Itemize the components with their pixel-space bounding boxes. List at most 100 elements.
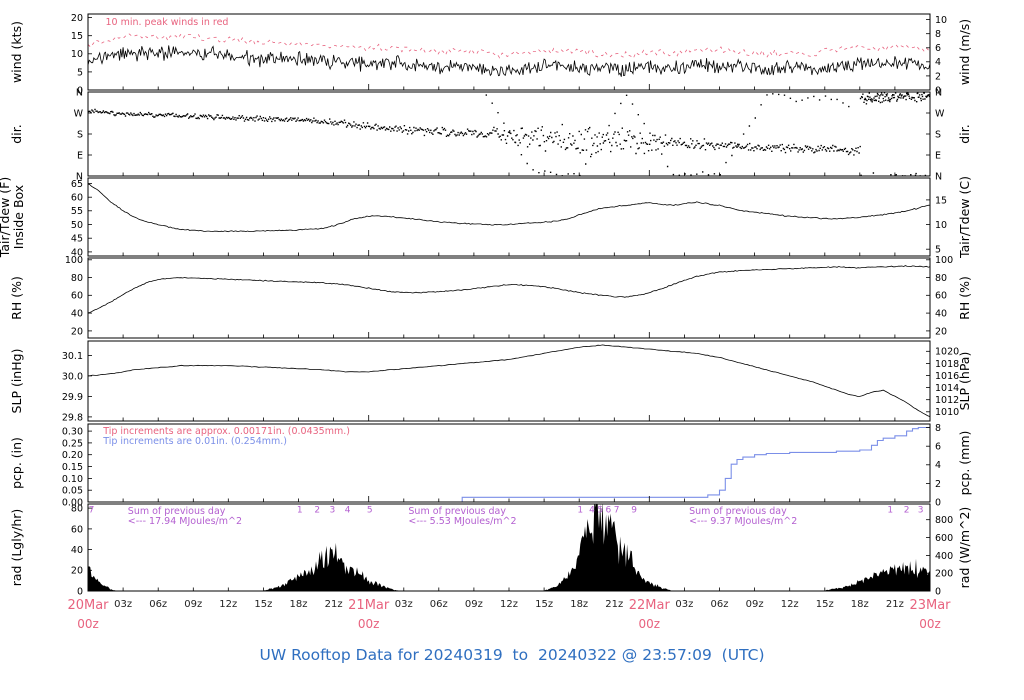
series-dir-direction-outliers (485, 93, 850, 176)
top-marker: 3 (918, 506, 924, 516)
ylabel-left-rh-0: RH (%) (9, 276, 24, 320)
y-tick-label-left: 0 (77, 85, 83, 96)
y-tick-label-left: 0.05 (62, 486, 83, 497)
ylabel-left-dir-0: dir. (9, 124, 24, 143)
y-tick-label-left: 0.10 (62, 474, 83, 485)
y-tick-label-right: S (935, 129, 941, 140)
y-tick-label-right: E (935, 150, 941, 161)
x-ticks-temp (87, 250, 931, 256)
top-marker: 9 (631, 506, 637, 516)
panel-pcp: 0.000.050.100.150.200.250.30 0 2 4 6 8 pcp. (i… (9, 423, 972, 509)
series-group-wind (88, 33, 930, 77)
y-tick-label-left: N (76, 171, 83, 182)
top-marker: 1 (297, 506, 303, 516)
annotation-wind-0-line0: 10 min. peak winds in red (106, 17, 229, 28)
panel-wind: 0 5 10 15 20 0 2 4 6 8 10 wind (kts) wind (m/s) 10 mi… (9, 13, 972, 96)
x-ticks-rad (87, 585, 931, 591)
x-minor-label: 15z (254, 599, 272, 610)
annotation-rad-2-line0: Sum of previous day (689, 506, 787, 517)
annotation-rad-2-line1: <--- 9.37 MJoules/m^2 (689, 516, 797, 527)
x-ticks-wind (87, 84, 931, 90)
ylabel-right-pcp-0: pcp. (mm) (957, 431, 972, 496)
annotation-rad-1-line1: <--- 5.53 MJoules/m^2 (408, 516, 516, 527)
x-minor-label: 06z (711, 599, 729, 610)
y-tick-label-left: 20 (71, 566, 83, 577)
y-tick-label-right: 8 (935, 29, 941, 40)
x-minor-label: 03z (395, 599, 413, 610)
frame-temp (87, 177, 931, 257)
y-tick-label-left: 65 (71, 179, 83, 190)
series-slp-slp (88, 344, 930, 417)
y-tick-label-right: 0 (935, 586, 941, 597)
series-group-dir (88, 92, 930, 176)
x-minor-label: 06z (149, 599, 167, 610)
top-marker: 7 (89, 506, 95, 516)
x-minor-label: 21z (886, 599, 904, 610)
y-tick-label-left: 30.1 (62, 351, 83, 362)
y-tick-label-right: 1012 (935, 395, 959, 406)
x-major-label: 21Mar (348, 598, 390, 613)
figure-title: UW Rooftop Data for 20240319 to 20240322… (259, 646, 765, 664)
y-tick-label-left: S (77, 129, 83, 140)
panel-rh: 20 40 60 80 100 20 40 60 80 100 RH (%) RH (%) (9, 255, 972, 339)
series-dir-direction-late (859, 92, 930, 176)
y-tick-label-left: 29.9 (62, 392, 83, 403)
y-tick-label-right: 2 (935, 71, 941, 82)
y-tick-label-right: 1020 (935, 347, 959, 358)
x-major-sublabel: 00z (639, 617, 661, 631)
y-tick-label-left: 60 (71, 524, 83, 535)
y-tick-label-left: 80 (71, 504, 83, 515)
y-tick-label-left: 100 (65, 255, 83, 266)
top-marker: 7 (614, 506, 620, 516)
panel-temp: 40 45 50 55 60 65 5 10 15 Tair/Tdew (F) Inside Box… (0, 176, 972, 259)
y-tick-label-left: 40 (71, 309, 83, 320)
series-pcp-precip-accum (88, 426, 930, 502)
y-tick-label-left: W (74, 108, 84, 119)
y-tick-label-right: 60 (935, 291, 947, 302)
ylabel-left-slp-0: SLP (inHg) (9, 349, 24, 414)
y-tick-label-right: 6 (935, 43, 941, 54)
x-minor-label: 09z (184, 599, 202, 610)
y-tick-label-left: 0.15 (62, 462, 83, 473)
panel-slp: 29.8 29.9 30.0 30.1 101010121014101610181020… (9, 340, 972, 423)
x-major-sublabel: 00z (77, 617, 99, 631)
top-marker: 1 (577, 506, 583, 516)
x-minor-label: 03z (675, 599, 693, 610)
x-ticks-slp (87, 415, 931, 421)
ylabel-left-rad-0: rad (Lgly/hr) (9, 509, 24, 587)
y-tick-label-left: 29.8 (62, 412, 83, 423)
y-tick-label-right: 4 (935, 57, 941, 68)
ylabel-left-temp-0: Tair/Tdew (F) (0, 177, 12, 258)
x-axis-labels: 03z 06z 09z 12z 15z 18z 21z 03z 06z 09z 12z 15z 18z 2… (67, 598, 951, 631)
frame-rh (87, 257, 931, 339)
y-tick-label-left: 80 (71, 273, 83, 284)
y-tick-label-right: 200 (935, 569, 953, 580)
x-ticks-rh (87, 332, 931, 338)
ylabel-right-slp-0: SLP (hPa) (957, 352, 972, 411)
series-rad-solar-rad (88, 504, 930, 591)
y-ticks-right-rad: 0 200 400 600 800 (926, 515, 953, 597)
ylabel-right-temp-0: Tair/Tdew (C) (957, 176, 972, 259)
x-minor-label: 09z (746, 599, 764, 610)
y-tick-label-right: 1014 (935, 383, 959, 394)
x-major-sublabel: 00z (358, 617, 380, 631)
ylabel-right-wind-0: wind (m/s) (957, 19, 972, 85)
top-marker: 1 (887, 506, 893, 516)
top-marker: 3 (330, 506, 336, 516)
annotation-rad-1-line0: Sum of previous day (408, 506, 506, 517)
top-marker: 6 (606, 506, 612, 516)
y-tick-label-right: 8 (935, 423, 941, 434)
x-minor-label: 12z (219, 599, 237, 610)
series-group-rad (88, 504, 930, 591)
y-tick-label-left: 5 (77, 67, 83, 78)
annotation-rad-0-line0: Sum of previous day (128, 506, 226, 517)
series-dir-direction (88, 108, 861, 158)
top-marker: 2 (314, 506, 320, 516)
series-wind-speed (88, 45, 930, 77)
x-minor-label: 15z (816, 599, 834, 610)
y-tick-label-left: 15 (71, 31, 83, 42)
